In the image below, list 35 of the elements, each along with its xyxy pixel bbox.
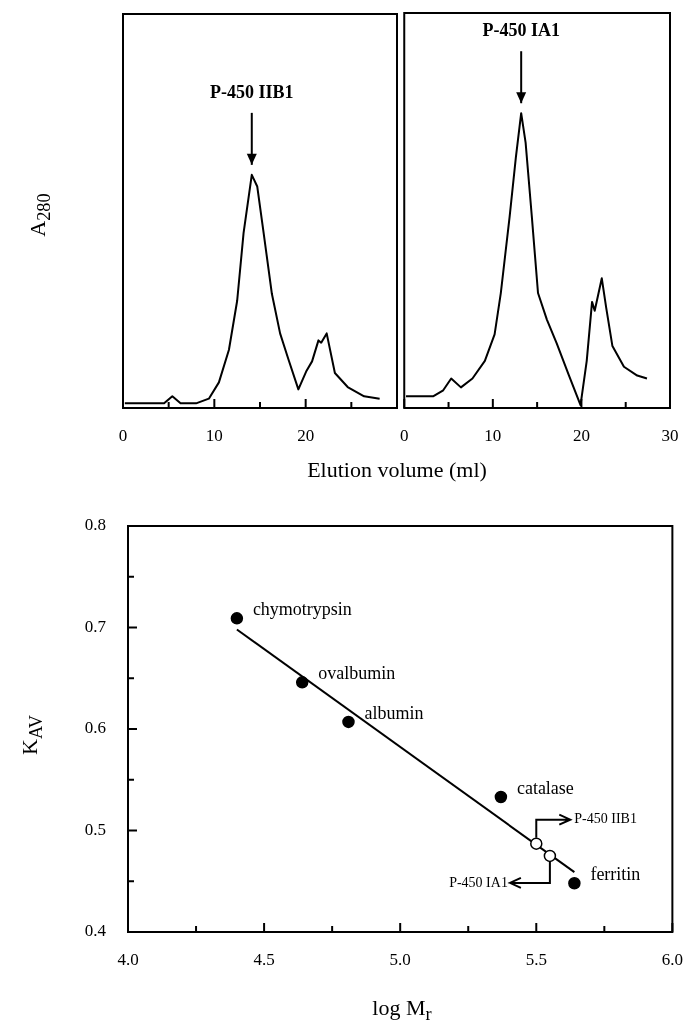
- x-tick-label: 10: [205, 425, 223, 445]
- point: [342, 715, 355, 729]
- x-tick-label: 5.0: [389, 949, 411, 969]
- x-tick-label: 0: [400, 425, 409, 445]
- annotation: P-450 IA1: [449, 874, 508, 890]
- point: [543, 849, 557, 863]
- y-tick-label: 0.5: [84, 819, 106, 839]
- point: [568, 877, 581, 890]
- point: [230, 612, 244, 625]
- y-tick-label: 0.8: [84, 515, 106, 535]
- y-tick-label: 0.7: [84, 616, 107, 636]
- y-tick-label: 0.4: [84, 921, 107, 941]
- text: P-450 IIB1: [210, 81, 294, 102]
- x-axis-title: log M$_{r}$: [372, 994, 432, 1026]
- annotation: ferritin: [590, 864, 641, 885]
- annotation: ovalbumin: [318, 663, 396, 684]
- x-tick-label: 10: [484, 425, 502, 445]
- x-tick-label: 5.5: [525, 949, 547, 969]
- text: P-450 IA1: [482, 19, 560, 40]
- annotation: P-450 IIB1: [574, 811, 637, 827]
- annotation: chymotrypsin: [252, 599, 352, 620]
- x-tick-label: 6.0: [661, 949, 683, 969]
- x-tick-label: 0: [118, 425, 128, 445]
- point: [295, 676, 309, 689]
- annotation: catalase: [516, 777, 574, 798]
- x-tick-label: 30: [661, 425, 679, 445]
- x-tick-label: 4.0: [117, 949, 139, 969]
- x-tick-label: 20: [572, 425, 590, 445]
- x-tick-label: 20: [297, 425, 315, 445]
- y-tick-label: 0.6: [84, 718, 106, 738]
- annotation: albumin: [364, 702, 424, 723]
- x-tick-label: 4.5: [253, 949, 275, 969]
- x-axis-title: Elution volume (ml): [307, 457, 487, 483]
- point: [530, 837, 543, 850]
- point: [494, 790, 508, 804]
